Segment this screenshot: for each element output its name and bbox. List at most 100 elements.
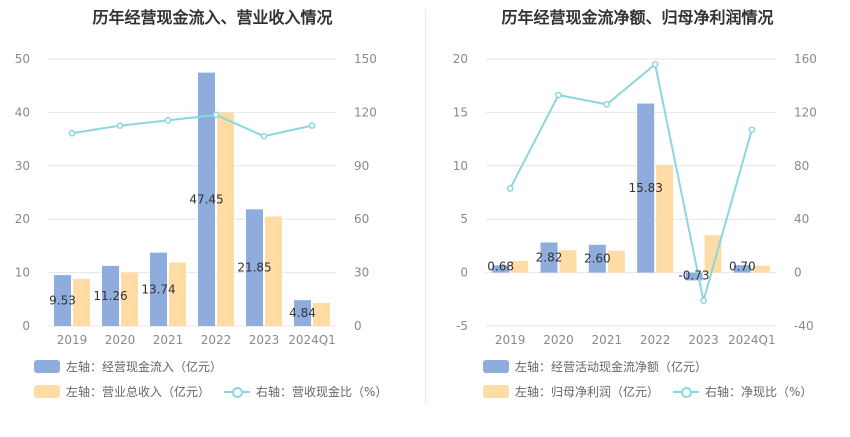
legend-item-cash-inflow[interactable]: 左轴：经营现金流入（亿元）: [34, 358, 222, 375]
netcash-profit-panel: 历年经营现金流净额、归母净利润情况 -5 0 5 10 15 20 -40 0 40 80 120 1…: [425, 0, 850, 437]
y-left-tick-label: 0: [460, 266, 468, 280]
ratio-point: [164, 117, 172, 124]
x-tick-label: 2023: [688, 333, 719, 347]
ratio-point: [212, 111, 220, 119]
cashflow-revenue-chart: 0 10 20 30 40 50 0 30 60 90 120 150 2019 2020 2021 2022…: [15, 52, 377, 347]
legend-label: 右轴：净现比（%）: [705, 385, 813, 399]
legend-row-2: 左轴：归母净利润（亿元） 右轴：净现比（%）: [483, 383, 826, 400]
bar-secondary: [313, 303, 330, 326]
y-right-tick-label: 0: [354, 319, 362, 333]
bar-primary: [246, 209, 263, 326]
ratio-point: [68, 129, 76, 137]
y-right-tick-label: 0: [794, 266, 802, 280]
legend-item-total-revenue[interactable]: 左轴：营业总收入（亿元）: [34, 383, 210, 400]
y-left-tick-label: 5: [460, 212, 468, 226]
bar-data-label: 0.68: [487, 260, 514, 274]
bar-secondary: [265, 216, 282, 326]
bar-secondary: [511, 261, 529, 273]
bar-data-label: 2.60: [584, 252, 611, 266]
y-left-tick-label: 30: [15, 159, 30, 173]
bar-primary: [685, 272, 703, 281]
y-left-tick-label: 0: [22, 319, 30, 333]
legend-swatch-blue: [483, 360, 509, 373]
bar-data-label: 11.26: [93, 289, 127, 303]
ratio-point: [651, 60, 659, 68]
y-left-tick-label: 20: [453, 52, 468, 66]
chart-title: 历年经营现金流净额、归母净利润情况: [501, 8, 774, 27]
bar-secondary: [121, 272, 138, 326]
y-right-tick-label: 120: [794, 105, 817, 119]
bar-secondary: [607, 250, 625, 273]
chart-title: 历年经营现金流入、营业收入情况: [92, 8, 333, 27]
legend-row-2: 左轴：营业总收入（亿元） 右轴：营收现金比（%）: [34, 383, 401, 400]
ratio-point: [506, 185, 514, 192]
y-left-tick-label: 15: [453, 105, 468, 119]
bar-secondary: [752, 265, 770, 273]
legend-swatch-orange: [483, 385, 509, 398]
y-left-tick-label: 10: [15, 266, 30, 280]
ratio-point: [260, 132, 268, 140]
bar-data-label: 9.53: [49, 294, 76, 308]
ratio-point: [308, 122, 316, 129]
x-tick-label: 2020: [105, 333, 136, 347]
legend-label: 左轴：经营现金流入（亿元）: [66, 360, 223, 374]
bar-primary: [198, 72, 215, 326]
legend-label: 左轴：营业总收入（亿元）: [66, 385, 211, 399]
y-right-tick-label: 60: [354, 212, 369, 226]
bar-data-label: 4.84: [289, 306, 316, 320]
ratio-line: [71, 113, 313, 138]
legend-item-cash-ratio[interactable]: 右轴：营收现金比（%）: [224, 383, 387, 400]
bar-secondary: [656, 164, 674, 273]
bar-primary: [54, 275, 71, 326]
legend-swatch-blue: [34, 360, 60, 373]
legend-row-1: 左轴：经营现金流入（亿元）: [34, 358, 236, 375]
y-right-tick-label: -40: [794, 319, 814, 333]
bar-primary: [588, 244, 606, 273]
netcash-profit-chart: -5 0 5 10 15 20 -40 0 40 80 120 160 2019 2020 2021 2022…: [453, 52, 817, 347]
legend-item-net-cashflow[interactable]: 左轴：经营活动现金流净额（亿元）: [483, 358, 707, 375]
bar-data-label: 47.45: [189, 192, 223, 206]
y-right-tick-label: 160: [794, 52, 817, 66]
ratio-line: [509, 62, 753, 301]
y-left-tick-label: -5: [456, 319, 468, 333]
x-tick-label: 2022: [201, 333, 232, 347]
bar-data-label: 13.74: [141, 282, 175, 296]
bar-primary: [102, 265, 119, 326]
y-right-tick-label: 40: [794, 212, 809, 226]
bar-data-label: 21.85: [237, 261, 271, 275]
bar-secondary: [169, 262, 186, 326]
cashflow-revenue-panel: 历年经营现金流入、营业收入情况 0 10 20 30 40 50 0 30 60 90 120 150…: [15, 8, 401, 400]
legend-label: 左轴：归母净利润（亿元）: [515, 385, 660, 399]
bar-primary: [733, 265, 751, 273]
y-right-tick-label: 80: [794, 159, 809, 173]
y-left-tick-label: 20: [15, 212, 30, 226]
bar-data-label: -0.73: [678, 269, 709, 283]
bar-secondary: [559, 250, 577, 273]
legend-item-net-profit[interactable]: 左轴：归母净利润（亿元）: [483, 383, 659, 400]
ratio-point: [700, 297, 707, 304]
x-tick-label: 2022: [640, 333, 671, 347]
y-right-tick-label: 90: [354, 159, 369, 173]
x-tick-label: 2023: [249, 333, 280, 347]
y-left-tick-label: 40: [15, 105, 30, 119]
x-tick-label: 2019: [495, 333, 526, 347]
legend-line-icon: [224, 385, 251, 399]
y-right-tick-label: 30: [354, 266, 369, 280]
bar-data-label: 15.83: [628, 181, 662, 195]
bar-primary: [150, 252, 167, 326]
bar-secondary: [73, 279, 90, 326]
bar-data-label: 2.82: [536, 251, 563, 265]
x-tick-label: 2021: [592, 333, 623, 347]
x-tick-label: 2024Q1: [728, 333, 776, 347]
legend-item-net-cash-ratio[interactable]: 右轴：净现比（%）: [673, 383, 812, 400]
x-tick-label: 2020: [543, 333, 574, 347]
bar-data-label: 0.70: [729, 260, 756, 274]
y-left-tick-label: 10: [453, 159, 468, 173]
bar-secondary: [217, 112, 234, 327]
ratio-point: [555, 91, 562, 99]
legend-row-1: 左轴：经营活动现金流净额（亿元）: [483, 358, 721, 375]
ratio-point: [748, 126, 756, 134]
y-left-tick-label: 50: [15, 52, 30, 66]
x-tick-label: 2021: [153, 333, 184, 347]
x-tick-label: 2024Q1: [288, 333, 336, 347]
